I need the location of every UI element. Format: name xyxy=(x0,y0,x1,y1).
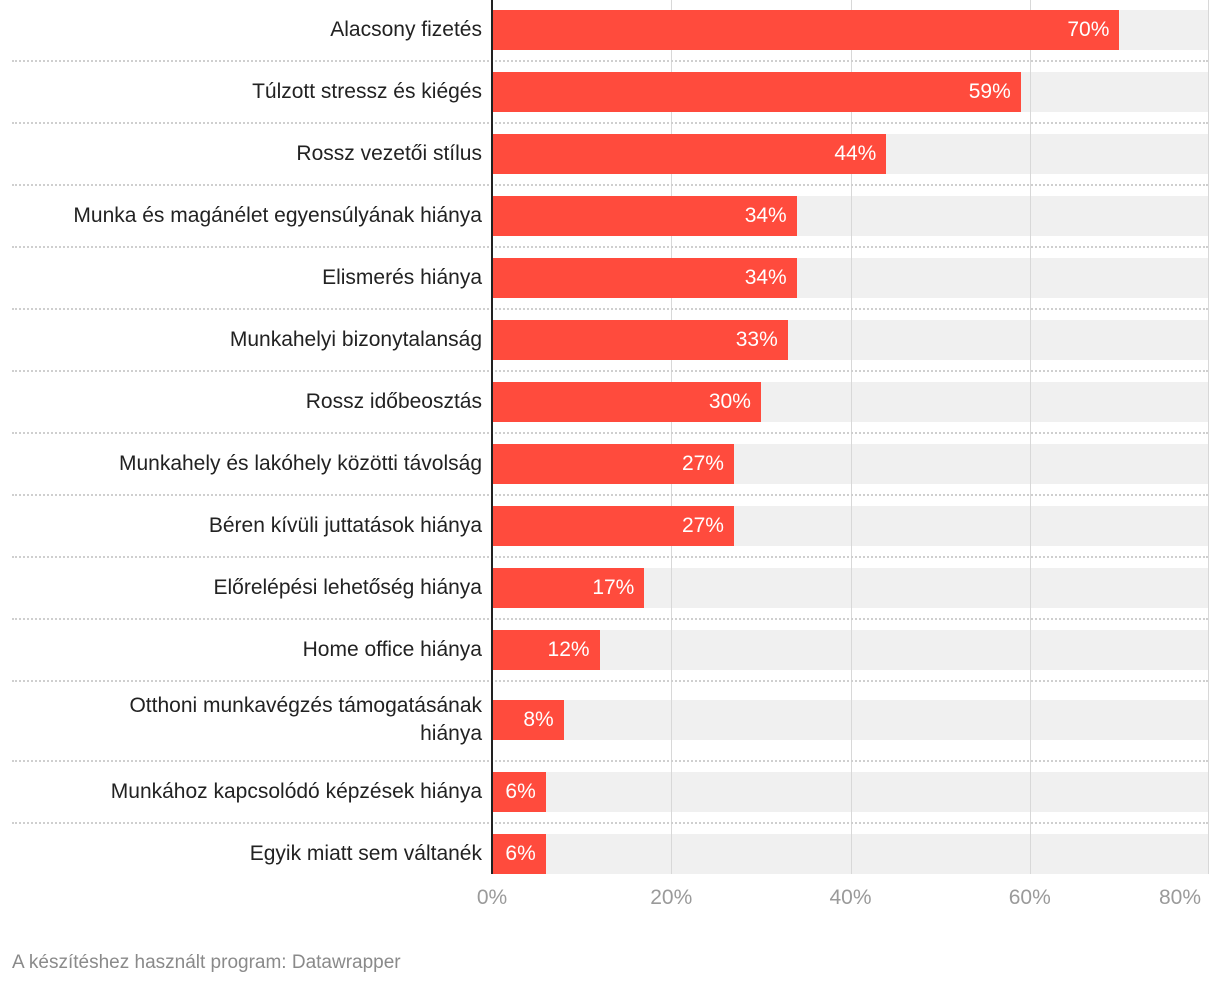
row-separator xyxy=(12,122,1208,124)
category-label: Egyik miatt sem váltanék xyxy=(249,842,482,865)
category-label: Rossz vezetői stílus xyxy=(296,142,482,165)
category-label: Otthoni munkavégzés támogatásának hiánya xyxy=(129,694,482,745)
value-label: 27% xyxy=(681,514,724,537)
bar xyxy=(492,320,788,360)
gridline xyxy=(850,0,852,874)
y-axis-line xyxy=(491,0,493,874)
row-separator xyxy=(12,184,1208,186)
bar xyxy=(492,134,887,174)
value-label: 44% xyxy=(834,142,877,165)
row-separator xyxy=(12,246,1208,248)
bar xyxy=(492,772,546,812)
value-label: 34% xyxy=(744,204,787,227)
bar xyxy=(492,258,797,298)
row-separator xyxy=(12,760,1208,762)
category-label: Alacsony fizetés xyxy=(330,18,482,41)
value-label: 70% xyxy=(1067,18,1110,41)
bar xyxy=(492,506,734,546)
x-tick-label: 0% xyxy=(476,886,508,909)
value-label: 27% xyxy=(681,452,724,475)
value-label: 34% xyxy=(744,266,787,289)
row-separator xyxy=(12,494,1208,496)
value-label: 30% xyxy=(708,390,751,413)
x-tick-label: 80% xyxy=(1158,886,1202,909)
row-separator xyxy=(12,680,1208,682)
gridline xyxy=(671,0,673,874)
bar xyxy=(492,196,797,236)
row-separator xyxy=(12,308,1208,310)
category-label: Munkához kapcsolódó képzések hiánya xyxy=(110,780,482,803)
bar xyxy=(492,382,761,422)
category-label: Munkahelyi bizonytalanság xyxy=(229,328,482,351)
credit-text: A készítéshez használt program: Datawrap… xyxy=(12,952,401,973)
value-label: 12% xyxy=(547,638,590,661)
category-label: Előrelépési lehetőség hiánya xyxy=(213,576,482,599)
gridline xyxy=(1208,0,1209,874)
category-label: Munkahely és lakóhely közötti távolság xyxy=(118,452,482,475)
value-label: 6% xyxy=(505,842,536,865)
x-tick-label: 20% xyxy=(650,886,693,909)
bar xyxy=(492,10,1120,50)
bar xyxy=(492,834,546,874)
bar xyxy=(492,72,1021,112)
value-label: 59% xyxy=(968,80,1011,103)
row-separator xyxy=(12,432,1208,434)
row-separator xyxy=(12,556,1208,558)
category-label: Home office hiánya xyxy=(302,638,482,661)
category-label: Túlzott stressz és kiégés xyxy=(252,80,482,103)
bar xyxy=(492,630,600,670)
row-separator xyxy=(12,370,1208,372)
bar xyxy=(492,700,564,740)
bar xyxy=(492,444,734,484)
x-tick-label: 60% xyxy=(1008,886,1051,909)
category-label: Munka és magánélet egyensúlyának hiánya xyxy=(73,204,482,227)
gridline xyxy=(1029,0,1031,874)
category-label: Rossz időbeosztás xyxy=(305,390,482,413)
row-separator xyxy=(12,60,1208,62)
value-label: 33% xyxy=(735,328,778,351)
value-label: 6% xyxy=(505,780,536,803)
row-separator xyxy=(12,618,1208,620)
row-separator xyxy=(12,822,1208,824)
x-tick-label: 40% xyxy=(829,886,872,909)
value-label: 17% xyxy=(592,576,635,599)
category-label: Béren kívüli juttatások hiánya xyxy=(208,514,482,537)
value-label: 8% xyxy=(523,708,554,731)
bar xyxy=(492,568,645,608)
category-label: Elismerés hiánya xyxy=(322,266,482,289)
